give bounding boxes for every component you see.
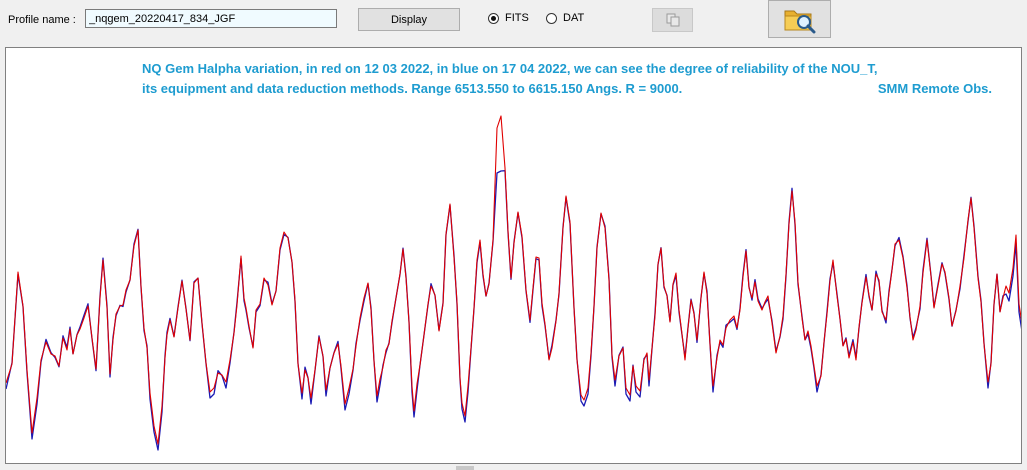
spectrum-plot: NQ Gem Halpha variation, in red on 12 03… xyxy=(5,47,1022,464)
copy-button[interactable] xyxy=(652,8,693,32)
caption-observatory: SMM Remote Obs. xyxy=(877,81,992,96)
caption-line-1: NQ Gem Halpha variation, in red on 12 03… xyxy=(142,61,878,76)
series-line-red xyxy=(6,115,1021,445)
radio-fits-dot[interactable] xyxy=(488,12,499,24)
radio-fits-label: FITS xyxy=(505,12,529,24)
caption-line-2: its equipment and data reduction methods… xyxy=(142,79,992,99)
profile-name-label: Profile name : xyxy=(8,14,76,26)
radio-dat-dot[interactable] xyxy=(546,12,557,24)
spectrum-chart xyxy=(6,115,1021,451)
radio-dat-label: DAT xyxy=(563,12,585,24)
radio-fits[interactable]: FITS xyxy=(488,12,529,24)
open-file-button[interactable] xyxy=(768,0,831,38)
series-line-blue xyxy=(6,170,1021,451)
toolbar: Profile name : Display FITS DAT xyxy=(0,0,1027,44)
copy-icon xyxy=(666,13,679,27)
plot-caption: NQ Gem Halpha variation, in red on 12 03… xyxy=(142,59,992,99)
caption-line-2-left: its equipment and data reduction methods… xyxy=(142,81,683,96)
profile-name-input[interactable] xyxy=(85,9,337,28)
radio-dat[interactable]: DAT xyxy=(546,12,584,24)
display-button[interactable]: Display xyxy=(358,8,460,31)
folder-search-icon xyxy=(784,10,815,34)
scroll-indicator xyxy=(456,466,474,470)
